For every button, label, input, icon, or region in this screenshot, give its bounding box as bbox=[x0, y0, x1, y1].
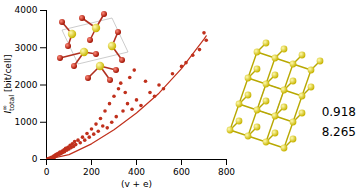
svg-text:800: 800 bbox=[218, 167, 235, 177]
svg-text:0.918: 0.918 bbox=[322, 105, 356, 119]
svg-text:1000: 1000 bbox=[15, 117, 38, 127]
svg-text:200: 200 bbox=[83, 167, 100, 177]
svg-text:(v + e): (v + e) bbox=[121, 179, 152, 189]
svg-text:400: 400 bbox=[128, 167, 145, 177]
svg-text:I∞total[bit/cell]: I∞total[bit/cell] bbox=[1, 55, 16, 114]
svg-text:2000: 2000 bbox=[15, 80, 38, 90]
svg-text:4000: 4000 bbox=[15, 5, 38, 15]
svg-text:600: 600 bbox=[173, 167, 190, 177]
svg-text:0: 0 bbox=[44, 167, 50, 177]
svg-text:3000: 3000 bbox=[15, 43, 38, 53]
svg-text:0: 0 bbox=[32, 154, 38, 164]
svg-text:8.265: 8.265 bbox=[322, 125, 356, 139]
